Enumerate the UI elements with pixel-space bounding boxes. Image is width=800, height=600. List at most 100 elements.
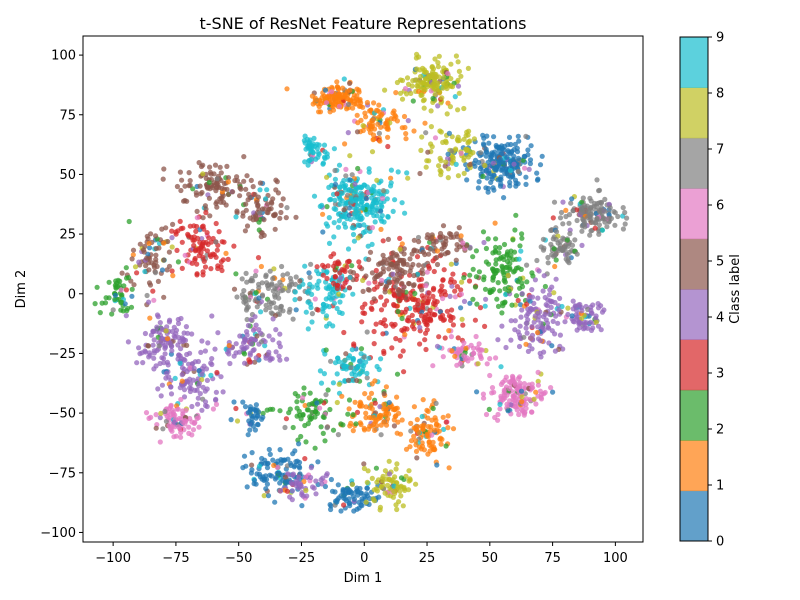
scatter-point [393, 336, 399, 342]
scatter-point [280, 196, 286, 202]
scatter-point [267, 451, 273, 457]
scatter-point [214, 247, 220, 253]
scatter-point [486, 406, 492, 412]
scatter-point [130, 247, 137, 253]
scatter-point [502, 160, 508, 166]
scatter-point [342, 141, 348, 147]
scatter-point [384, 260, 390, 266]
scatter-point [129, 286, 135, 292]
scatter-point [497, 156, 504, 162]
scatter-point [182, 252, 188, 258]
scatter-point [219, 185, 225, 191]
scatter-point [442, 289, 448, 295]
scatter-point [359, 403, 365, 409]
scatter-point [209, 356, 215, 362]
scatter-point [214, 180, 220, 187]
scatter-point [197, 183, 203, 189]
scatter-point [331, 234, 337, 240]
scatter-point [341, 267, 347, 273]
scatter-point [241, 288, 247, 294]
scatter-point [429, 235, 435, 241]
scatter-point [439, 95, 445, 101]
scatter-point [348, 195, 354, 201]
scatter-point [297, 465, 303, 471]
scatter-point [153, 425, 159, 431]
scatter-point [380, 238, 386, 244]
scatter-point [386, 266, 392, 272]
scatter-point [277, 331, 283, 337]
scatter-point [322, 438, 328, 444]
scatter-point [187, 178, 193, 184]
scatter-point [345, 101, 352, 107]
scatter-point [330, 295, 336, 301]
scatter-point [523, 405, 529, 411]
scatter-point [169, 268, 175, 274]
scatter-point [552, 348, 559, 354]
scatter-point [315, 307, 321, 313]
scatter-point [161, 257, 167, 263]
scatter-point [148, 231, 154, 237]
scatter-point [431, 268, 437, 275]
scatter-point [531, 396, 537, 402]
scatter-point [444, 111, 450, 117]
scatter-point [326, 215, 332, 221]
scatter-point [354, 112, 360, 118]
scatter-point [323, 392, 329, 398]
scatter-point [366, 256, 372, 263]
scatter-point [146, 350, 153, 356]
scatter-point [587, 319, 594, 325]
scatter-point [352, 181, 358, 187]
scatter-point [395, 308, 401, 315]
scatter-point [257, 187, 263, 193]
scatter-point [316, 103, 322, 110]
scatter-point [278, 288, 284, 294]
scatter-point [182, 183, 188, 189]
scatter-point [405, 118, 411, 124]
scatter-point [539, 153, 545, 159]
scatter-point [153, 245, 159, 252]
scatter-point [297, 278, 303, 284]
scatter-point [529, 409, 535, 415]
scatter-point [496, 148, 502, 154]
scatter-point [580, 222, 586, 228]
scatter-point [361, 465, 367, 472]
scatter-point [336, 309, 343, 315]
x-axis-label: Dim 1 [344, 571, 383, 586]
scatter-point [436, 74, 442, 80]
scatter-point [360, 123, 366, 129]
scatter-point [408, 438, 415, 444]
scatter-point [455, 83, 462, 89]
scatter-point [406, 468, 412, 474]
scatter-point [366, 280, 372, 286]
scatter-point [237, 333, 243, 339]
scatter-point [425, 451, 431, 457]
scatter-point [179, 365, 186, 371]
scatter-point [178, 396, 184, 403]
scatter-point [360, 288, 366, 294]
scatter-point [306, 270, 312, 276]
scatter-point [360, 104, 366, 110]
scatter-point [273, 327, 279, 333]
scatter-point [471, 136, 477, 142]
scatter-point [303, 309, 309, 315]
scatter-point [471, 350, 477, 356]
scatter-point [342, 357, 348, 364]
scatter-point [439, 436, 445, 442]
scatter-point [620, 226, 627, 232]
scatter-point [478, 150, 484, 156]
scatter-point [453, 146, 459, 152]
scatter-point [540, 288, 546, 294]
scatter-point [383, 284, 389, 290]
scatter-point [588, 211, 595, 217]
scatter-point [426, 73, 432, 79]
scatter-point [183, 407, 189, 413]
scatter-point [606, 215, 612, 221]
scatter-point [500, 300, 506, 306]
scatter-point [359, 184, 365, 190]
scatter-point [364, 375, 370, 381]
scatter-point [519, 394, 525, 400]
scatter-point [294, 405, 300, 411]
scatter-point [529, 346, 535, 352]
scatter-point [508, 402, 514, 408]
scatter-point [533, 389, 539, 395]
